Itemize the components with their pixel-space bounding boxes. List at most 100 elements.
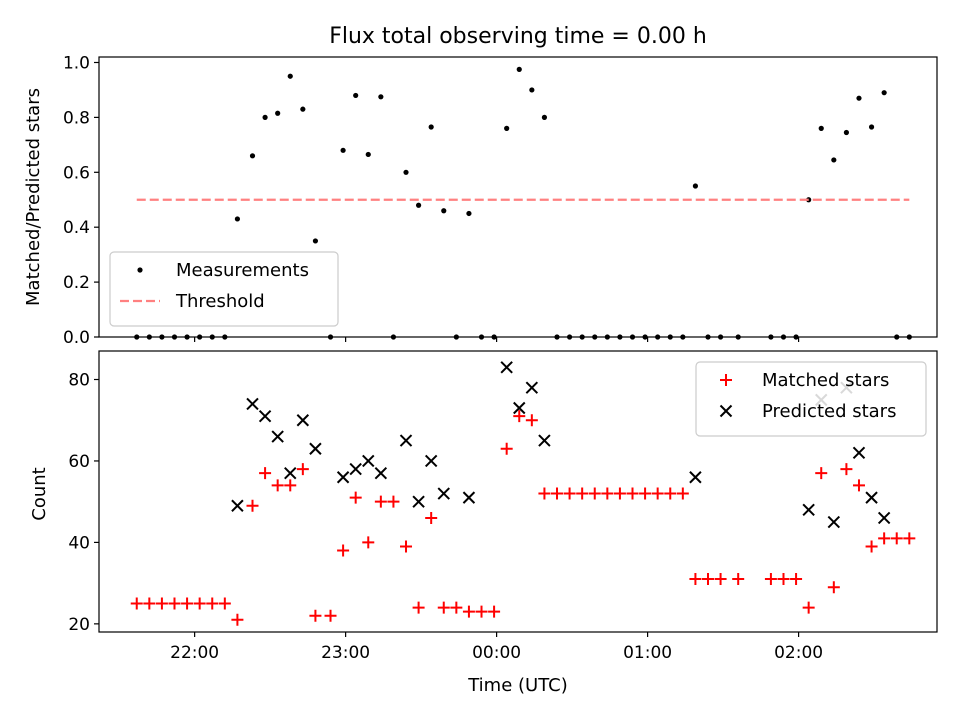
data-point: [856, 95, 862, 101]
data-point: [258, 409, 272, 423]
data-point: [231, 499, 244, 512]
data-point: [387, 495, 400, 508]
data-point: [340, 147, 346, 153]
data-point: [271, 479, 284, 492]
data-point: [155, 597, 168, 610]
data-point: [529, 87, 535, 93]
data-point: [231, 613, 244, 626]
data-point: [541, 114, 548, 120]
data-point: [349, 462, 362, 476]
data-point: [284, 479, 297, 492]
data-point: [701, 573, 714, 586]
y-tick-label: 0.4: [63, 218, 90, 238]
x-tick-label: 01:00: [623, 643, 672, 663]
data-point: [500, 361, 513, 374]
data-point: [802, 503, 815, 517]
data-point: [790, 573, 803, 586]
data-point: [513, 401, 526, 415]
data-point: [639, 487, 652, 500]
data-point: [259, 467, 272, 480]
data-point: [551, 487, 564, 500]
data-point: [868, 124, 875, 130]
data-point: [881, 90, 887, 96]
legend-label: Threshold: [175, 291, 265, 312]
y-tick-label: 80: [68, 371, 90, 391]
data-point: [504, 125, 510, 131]
legend-swatch: [720, 374, 732, 386]
data-point: [877, 511, 891, 525]
data-point: [362, 536, 375, 549]
top-panel: 0.0 0.2 0.4 0.6 0.8 1.0 Matched/Predicted sta…: [23, 53, 938, 348]
legend-label: Matched stars: [762, 370, 889, 391]
data-point: [488, 605, 501, 618]
data-point: [309, 609, 322, 622]
data-point: [296, 414, 310, 427]
data-point: [692, 183, 699, 189]
data-point: [466, 210, 472, 217]
data-point: [732, 573, 745, 586]
data-point: [336, 471, 350, 484]
data-point: [271, 430, 284, 443]
data-point: [525, 381, 539, 394]
data-point: [689, 471, 702, 484]
data-point: [462, 605, 475, 618]
legend-label: Measurements: [176, 260, 309, 281]
top-axes-frame: [98, 56, 938, 338]
data-point: [337, 544, 350, 557]
bottom-axes: 20 40 60 80 22:00 23:00 00:00 01:00 02:00: [68, 371, 823, 663]
data-point: [206, 597, 219, 610]
data-point: [324, 609, 337, 622]
data-point: [588, 487, 601, 500]
x-tick-label: 22:00: [170, 643, 219, 663]
data-point: [500, 442, 513, 455]
data-point: [890, 532, 903, 545]
data-point: [852, 446, 866, 460]
data-point: [181, 597, 194, 610]
data-point: [412, 601, 425, 614]
top-y-axis-label: Matched/Predicted stars: [23, 88, 44, 306]
y-tick-label: 0.0: [63, 328, 90, 348]
legend-label: Predicted stars: [762, 401, 896, 422]
data-point: [374, 466, 388, 480]
data-point: [362, 454, 375, 468]
data-point: [365, 151, 371, 158]
y-tick-label: 0.2: [63, 273, 90, 293]
data-point: [714, 573, 727, 586]
data-point: [475, 605, 488, 618]
data-point: [143, 597, 156, 610]
data-point: [827, 515, 841, 529]
data-point: [563, 487, 576, 500]
bottom-plot-area: [130, 361, 916, 626]
bottom-y-axis-label: Count: [29, 467, 50, 520]
data-point: [284, 466, 297, 480]
data-point: [626, 487, 639, 500]
x-tick-label: 00:00: [472, 643, 521, 663]
data-point: [312, 238, 319, 244]
data-point: [840, 463, 853, 476]
data-point: [403, 169, 409, 175]
data-point: [516, 66, 522, 72]
data-point: [462, 491, 476, 504]
x-tick-label: 02:00: [774, 643, 823, 663]
data-point: [437, 601, 450, 614]
data-point: [852, 479, 865, 492]
data-point: [428, 124, 434, 130]
data-point: [309, 442, 322, 455]
data-point: [425, 511, 438, 524]
series-0: [130, 410, 916, 626]
data-point: [246, 499, 259, 512]
data-point: [676, 487, 689, 500]
data-point: [296, 463, 309, 476]
data-point: [576, 487, 589, 500]
data-point: [903, 532, 916, 545]
data-point: [865, 540, 878, 553]
data-point: [415, 202, 422, 208]
data-point: [777, 573, 790, 586]
data-point: [601, 487, 614, 500]
data-point: [412, 495, 425, 508]
data-point: [513, 410, 526, 423]
bottom-axes-frame: [98, 350, 938, 633]
